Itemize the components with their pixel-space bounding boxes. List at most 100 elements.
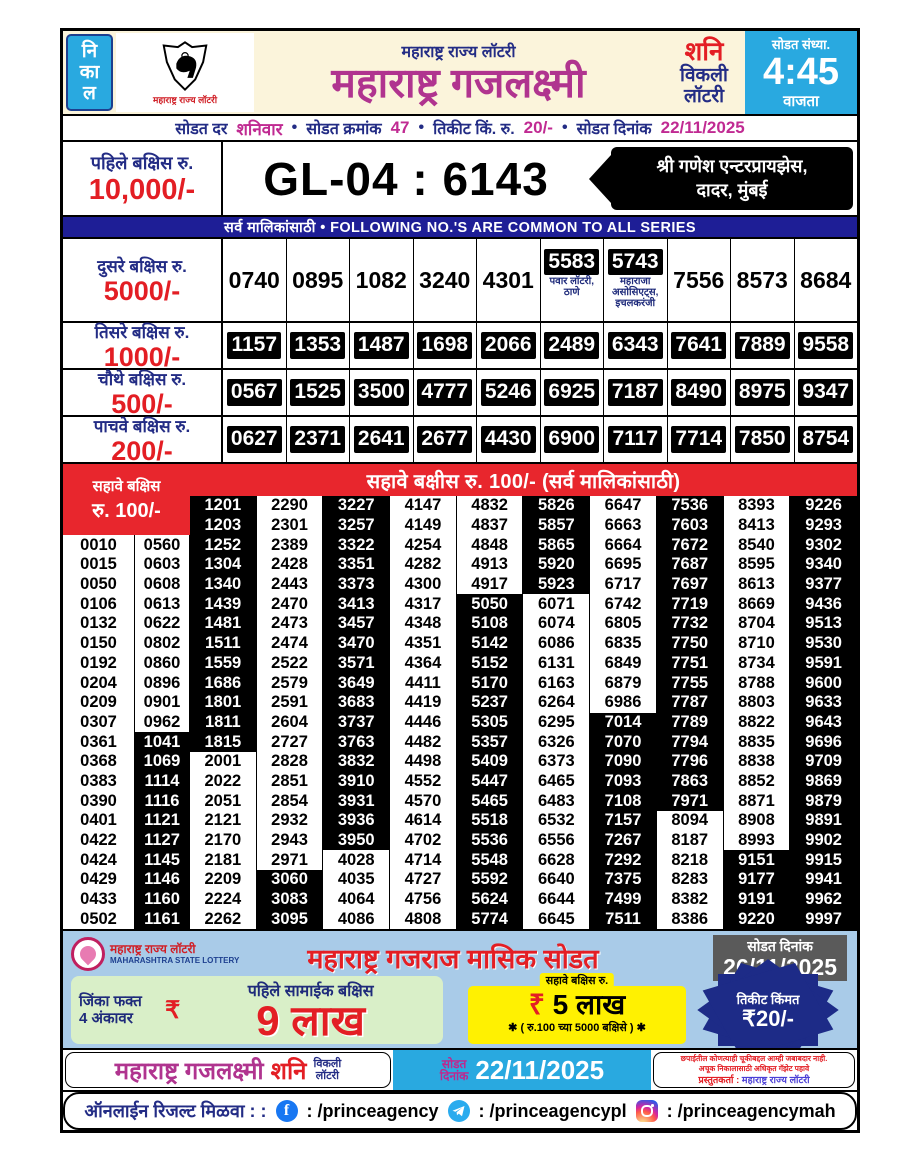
- winning-number: 3500: [353, 379, 409, 406]
- seller-line-2: दादर, मुंबई: [696, 179, 768, 200]
- ad-org-name: महाराष्ट्र राज्य लॉटरी: [110, 942, 196, 957]
- draw-day-label: सोडत दर: [175, 121, 228, 138]
- sixth-prize-number: 1801: [190, 692, 257, 713]
- sixth-prize-number: 5305: [456, 712, 524, 733]
- prize-number-cell: 2066: [477, 323, 541, 368]
- sixth-prize-number: 2389: [256, 535, 324, 556]
- sixth-prize-number: 8669: [723, 594, 791, 615]
- telegram-handle[interactable]: : /princeagencypl: [478, 1100, 627, 1121]
- sixth-prize-number: 2591: [256, 692, 324, 713]
- prize-row: चौथे बक्षिस रु. 500/- 0567 1525 3500 4777 5246…: [63, 370, 857, 418]
- prize-numbers: 0567 1525 3500 4777 5246 6925 7187 8490 8975 9347: [223, 370, 857, 415]
- prize-number-cell: 5246: [477, 370, 541, 415]
- sixth-prize-number: 7603: [656, 515, 724, 536]
- footer-title-group: महाराष्ट्र गजलक्ष्मी शनि विकली लॉटरी: [65, 1052, 391, 1089]
- sixth-prize-number: 0560: [135, 535, 190, 556]
- sixth-prize-number: 4714: [390, 850, 457, 871]
- sixth-prize-number: 0608: [135, 574, 190, 595]
- sixth-prize-number: 2470: [256, 594, 324, 615]
- sixth-prize-number: 6742: [590, 594, 657, 615]
- header-title-block: महाराष्ट्र राज्य लॉटरी महाराष्ट्र गजलक्ष…: [254, 31, 663, 114]
- sixth-prize-number: 1252: [190, 535, 257, 556]
- sixth-prize-number: 9591: [790, 653, 857, 674]
- state-lottery-logo: महाराष्ट्र राज्य लॉटरी MAHARASHTRA STATE…: [71, 937, 240, 972]
- prize-table: दुसरे बक्षिस रु. 5000/- 0740 0895 1082 3240 43…: [63, 239, 857, 465]
- sixth-prize-number: 6628: [523, 850, 591, 871]
- sixth-prize-number: 9902: [790, 830, 857, 851]
- sixth-prize-number: 0613: [135, 594, 190, 615]
- winning-number: 5743: [607, 249, 663, 276]
- instagram-icon[interactable]: [635, 1100, 658, 1123]
- sixth-prize-number: 5142: [456, 633, 524, 654]
- ad-org-name-en: MAHARASHTRA STATE LOTTERY: [110, 956, 240, 966]
- prize-number-cell: 7556: [668, 239, 731, 321]
- prize-number-cell: 6900: [541, 417, 604, 462]
- sixth-prize-number: 4446: [390, 712, 457, 733]
- sixth-prize-number: 7157: [590, 811, 657, 831]
- sixth-prize-number: 1160: [135, 889, 190, 910]
- burst-ticket-price: ₹20/-: [742, 1006, 794, 1032]
- instagram-handle[interactable]: : /princeagencymah: [666, 1100, 836, 1121]
- sixth-prize-number: 5170: [456, 673, 524, 693]
- left-arrow-icon: [589, 154, 611, 203]
- draw-no-value: 47: [390, 118, 410, 137]
- winning-number: 1525: [290, 379, 346, 406]
- bullet: •: [418, 119, 425, 136]
- sixth-prize-number: 8386: [656, 909, 724, 930]
- sixth-prize-number: 0603: [135, 555, 190, 575]
- sixth-prize-number: 6644: [523, 889, 591, 910]
- winning-number: 1487: [353, 332, 409, 359]
- sixth-prize-number: 9220: [723, 909, 791, 930]
- winning-number: 6900: [544, 426, 600, 453]
- prize-number-cell: 4777: [414, 370, 477, 415]
- sixth-prize-number: 4832: [456, 496, 524, 516]
- sixth-prize-number: 3737: [323, 712, 391, 733]
- sixth-prize-number: 1041: [135, 732, 190, 752]
- sixth-prize-number: 4028: [323, 850, 391, 871]
- sixth-prize-number: 6663: [590, 515, 657, 536]
- sixth-prize-number: 4727: [390, 870, 457, 890]
- winning-number: 7117: [608, 426, 663, 453]
- sixth-prize-number: 5826: [523, 496, 591, 516]
- prize-number-cell: 2641: [350, 417, 414, 462]
- prize-number-cell: 7889: [731, 323, 795, 368]
- sixth-prize-number: 2428: [256, 555, 324, 575]
- seller-line-1: श्री गणेश एन्टरप्रायझेस,: [656, 156, 808, 177]
- prize-number-cell: 1157: [223, 323, 287, 368]
- sixth-prize-number: 0015: [63, 555, 135, 575]
- sixth-prize-number: 2828: [256, 751, 324, 772]
- sixth-prize-number: 6131: [523, 653, 591, 674]
- sixth-prize-number: 5050: [456, 594, 524, 615]
- sixth-prize-number: 9436: [790, 594, 857, 615]
- sixth-prize-number: 2473: [256, 614, 324, 634]
- first-prize-seller: श्री गणेश एन्टरप्रायझेस, दादर, मुंबई: [589, 142, 857, 215]
- winning-number: 5246: [480, 379, 536, 406]
- winning-number: 7556: [673, 266, 725, 293]
- facebook-icon[interactable]: f: [275, 1100, 298, 1123]
- winning-number: 7714: [671, 426, 727, 453]
- sixth-prize-number: 3936: [323, 811, 391, 831]
- prize-label: पाचवे बक्षिस रु. 200/-: [63, 417, 223, 465]
- burst-ticket-label: तिकीट किंमत: [736, 992, 800, 1008]
- lottery-crest-logo: महाराष्ट्र राज्य लॉटरी: [116, 33, 254, 112]
- sixth-prize-number: 5357: [456, 732, 524, 752]
- telegram-icon[interactable]: [447, 1100, 470, 1123]
- sixth-prize-number: 5465: [456, 791, 524, 811]
- day-block: शनि विकली लॉटरी: [663, 31, 745, 114]
- first-common-amount: 9 लाख: [256, 997, 366, 1045]
- ticket-price-value: 20/-: [523, 118, 553, 137]
- first-prize-amount: 10,000/-: [88, 174, 196, 207]
- prize-label-text: तिसरे बक्षिस रु.: [94, 322, 190, 342]
- sixth-prize-number: 0192: [63, 653, 135, 674]
- sixth-prize-number: 9600: [790, 673, 857, 693]
- sixth-prize-number: 6640: [523, 870, 591, 890]
- sixth-prize-number: 7732: [656, 614, 724, 634]
- sixth-prize-number: 9941: [790, 870, 857, 890]
- facebook-handle[interactable]: : /princeagency: [306, 1100, 439, 1121]
- sixth-prize-number: 9191: [723, 889, 791, 910]
- sixth-prize-number: 6556: [523, 830, 591, 851]
- sixth-prize-number: 2209: [190, 870, 257, 890]
- winning-number: 8684: [800, 266, 852, 293]
- sixth-prize-number: 8993: [723, 830, 791, 851]
- sixth-prize-number: 8734: [723, 653, 791, 674]
